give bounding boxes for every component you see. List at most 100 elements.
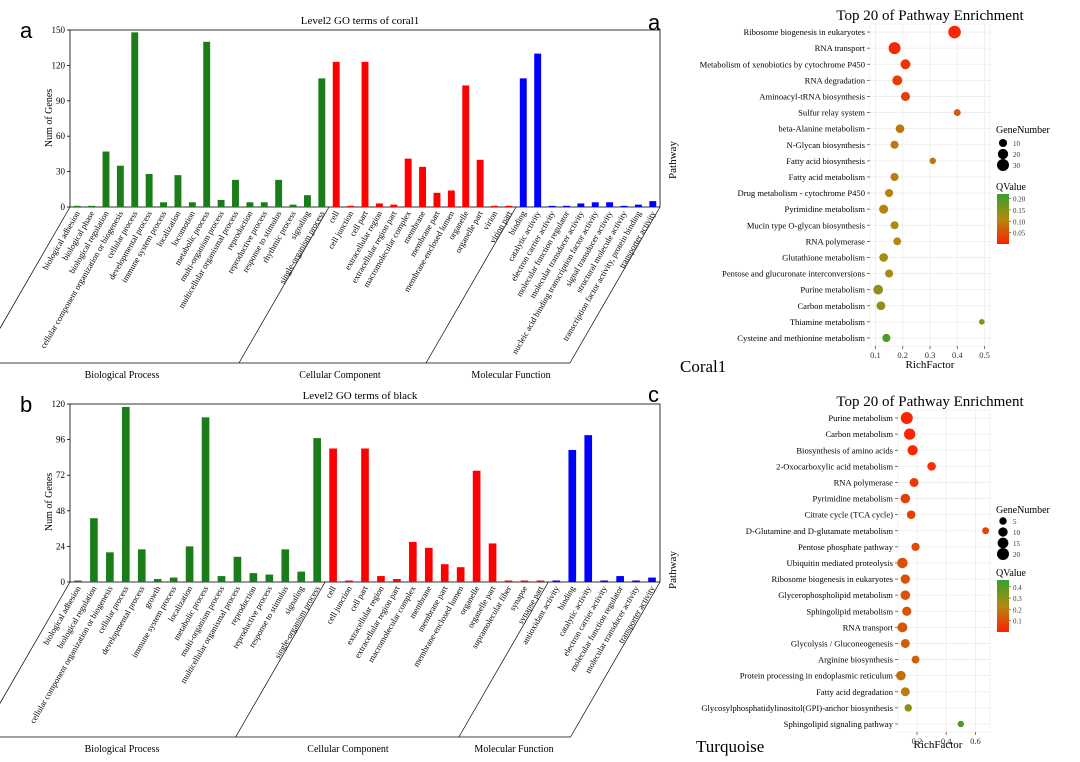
bar xyxy=(632,580,640,582)
bar xyxy=(232,179,239,207)
group-divider xyxy=(238,206,330,364)
bar xyxy=(318,78,326,207)
x-tick-label: 0.3 xyxy=(925,350,936,360)
data-point xyxy=(911,655,920,664)
data-point xyxy=(892,75,903,86)
bar xyxy=(102,151,110,207)
y-tick-label: Drug metabolism - cytochrome P450 xyxy=(738,188,865,198)
y-tick-label: Ribosome biogenesis in eukaryotes xyxy=(744,27,866,37)
data-point xyxy=(893,237,902,246)
data-point xyxy=(906,510,916,519)
bar xyxy=(121,406,130,582)
color-bar-label: 0.05 xyxy=(1013,230,1026,238)
bar xyxy=(297,571,306,582)
bar xyxy=(552,580,561,582)
bar xyxy=(377,576,385,582)
bar xyxy=(456,567,465,582)
data-point xyxy=(885,188,894,198)
y-tick-label: 0 xyxy=(61,202,66,212)
y-tick-label: RNA transport xyxy=(843,622,894,632)
y-tick-label: Biosynthesis of amino acids xyxy=(796,445,893,455)
bar xyxy=(361,448,369,582)
data-point xyxy=(890,140,899,149)
data-point xyxy=(907,445,918,456)
data-point xyxy=(900,91,910,101)
y-tick-label: Aminoacyl-tRNA biosynthesis xyxy=(759,91,865,101)
bar xyxy=(390,204,398,207)
bar xyxy=(519,78,527,207)
bar xyxy=(260,202,268,207)
chart-title: Level2 GO terms of black xyxy=(303,390,418,402)
data-point xyxy=(929,157,937,165)
group-divider xyxy=(235,581,326,738)
size-legend-label: 10 xyxy=(1013,140,1021,148)
x-tick-label: 0.4 xyxy=(941,736,952,746)
color-bar-label: 0.2 xyxy=(1013,606,1022,614)
data-point xyxy=(882,333,891,343)
data-point xyxy=(900,687,910,697)
data-point xyxy=(897,557,908,569)
bar xyxy=(116,165,124,207)
data-point xyxy=(982,527,990,535)
group-divider xyxy=(0,206,71,329)
data-point xyxy=(879,253,888,262)
y-tick-label: Glycerophospholipid metabolism xyxy=(778,590,893,600)
kegg-dot-chart-turquoise: Top 20 of Pathway Enrichment Pathway Ric… xyxy=(667,394,1051,756)
size-legend-dot xyxy=(998,138,1008,148)
y-tick-label: Glutathione metabolism xyxy=(782,252,865,262)
plot-background xyxy=(897,409,991,733)
y-tick-label: Sphingolipid signaling pathway xyxy=(784,719,894,729)
bar xyxy=(462,85,470,207)
y-tick-label: RNA polymerase xyxy=(806,236,866,246)
data-point xyxy=(888,42,901,55)
chart-title: Level2 GO terms of coral1 xyxy=(301,15,420,27)
y-tick-label: Fatty acid biosynthesis xyxy=(786,156,865,166)
bar xyxy=(361,61,369,207)
x-axis-label: RichFactor xyxy=(914,739,963,751)
y-tick-label: 2-Oxocarboxylic acid metabolism xyxy=(776,461,893,471)
bar xyxy=(137,549,146,582)
color-bar-label: 0.1 xyxy=(1013,618,1022,626)
data-point xyxy=(896,670,906,681)
y-tick-label: 60 xyxy=(56,131,66,141)
y-tick-label: Ribosome biogenesis in eukaryotes xyxy=(772,574,894,584)
bar xyxy=(536,580,545,582)
y-tick-label: N-Glycan biosynthesis xyxy=(786,140,865,150)
group-label-cc: Cellular Component xyxy=(307,744,389,755)
y-axis-label: Num of Genes xyxy=(44,473,55,531)
bar xyxy=(584,435,593,582)
color-legend-title: QValue xyxy=(996,182,1027,193)
bar xyxy=(600,580,609,582)
data-point xyxy=(927,462,936,471)
bar xyxy=(409,541,417,582)
y-tick-label: Purine metabolism xyxy=(828,413,893,423)
y-tick-label: Pyrimidine metabolism xyxy=(785,204,866,214)
bar xyxy=(74,580,82,582)
x-tick-label: 0.2 xyxy=(912,736,923,746)
size-legend-dot xyxy=(997,148,1009,160)
bar xyxy=(233,556,242,582)
y-tick-label: D-Glutamine and D-glutamate metabolism xyxy=(746,526,894,536)
bar xyxy=(313,438,321,582)
x-tick-label: 0.4 xyxy=(952,350,963,360)
data-point xyxy=(879,204,889,214)
bar xyxy=(131,32,139,207)
bar xyxy=(201,417,210,582)
bar xyxy=(332,61,340,207)
panel-label-kegg1: a xyxy=(648,10,661,35)
x-tick-label: 0.2 xyxy=(897,350,908,360)
color-legend-title: QValue xyxy=(996,568,1027,579)
y-tick-label: Cysteine and methionine metabolism xyxy=(737,333,865,343)
bar xyxy=(88,205,96,207)
bar xyxy=(73,205,81,207)
chart-title: Top 20 of Pathway Enrichment xyxy=(836,394,1024,410)
data-point xyxy=(904,704,912,712)
size-legend-label: 20 xyxy=(1013,551,1021,559)
bar xyxy=(476,159,484,207)
chart-title: Top 20 of Pathway Enrichment xyxy=(836,8,1024,24)
y-tick-label: Fatty acid degradation xyxy=(816,687,894,697)
y-tick-label: RNA degradation xyxy=(805,75,866,85)
group-label-cc: Cellular Component xyxy=(299,370,381,381)
bar xyxy=(620,205,628,207)
